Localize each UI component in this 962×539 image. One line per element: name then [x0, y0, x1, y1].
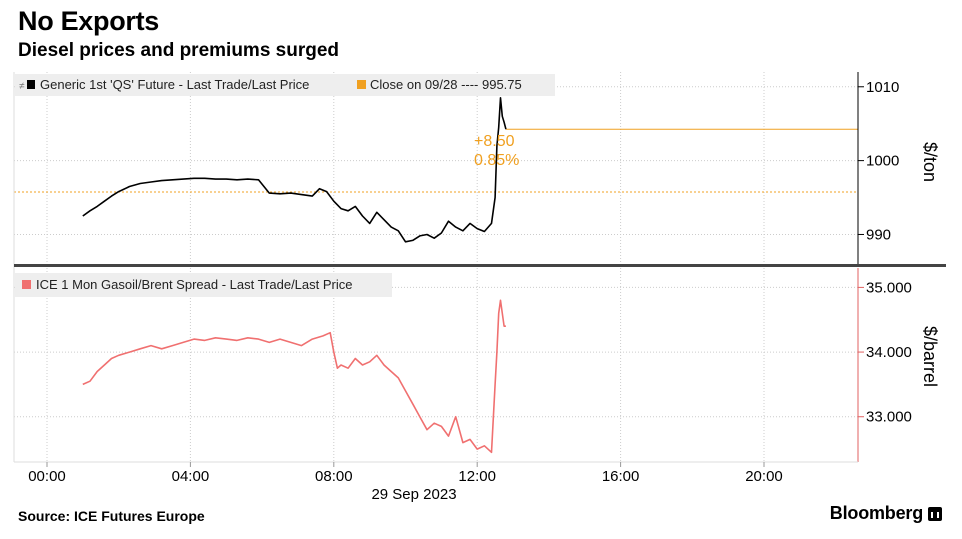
y-axis-title-top: $/ton [920, 142, 940, 182]
panel-divider [14, 264, 946, 267]
ytick-label-top-2: 1010 [866, 79, 899, 96]
y-axis-title-bottom: $/barrel [920, 326, 940, 387]
ytick-label-top-1: 1000 [866, 153, 899, 170]
legend-label-future: Generic 1st 'QS' Future - Last Trade/Las… [40, 77, 309, 92]
ytick-label-top-0: 990 [866, 226, 891, 243]
ytick-label-bottom-1: 34.000 [866, 344, 912, 361]
xtick-label-1: 04:00 [172, 468, 210, 485]
terminal-icon [928, 506, 942, 521]
xtick-label-4: 16:00 [602, 468, 640, 485]
x-axis-date-label: 29 Sep 2023 [371, 486, 456, 503]
reference-layer [14, 128, 858, 193]
change-value-label: +8.50 [474, 133, 515, 150]
change-percent-label: 0.85% [474, 152, 519, 169]
legend-label-close: Close on 09/28 ---- 995.75 [370, 77, 522, 92]
source-note: Source: ICE Futures Europe [18, 508, 205, 524]
series-layer [82, 97, 507, 454]
xtick-label-0: 00:00 [28, 468, 66, 485]
legend-swatch-spread [22, 280, 31, 289]
legend-marker-glyph: ≠ [19, 81, 25, 92]
legend-swatch-close [357, 80, 366, 89]
legend-box-bottom [15, 273, 392, 297]
ytick-label-bottom-0: 33.000 [866, 409, 912, 426]
legend-layer: ≠ Generic 1st 'QS' Future - Last Trade/La… [15, 74, 555, 297]
xtick-label-5: 20:00 [745, 468, 783, 485]
legend-label-spread: ICE 1 Mon Gasoil/Brent Spread - Last Tra… [36, 277, 352, 292]
legend-box-top [15, 74, 555, 96]
grid-layer [14, 72, 858, 462]
label-layer: +8.50 0.85% [474, 133, 519, 169]
chart-subtitle: Diesel prices and premiums surged [18, 40, 340, 61]
legend-swatch-future [27, 80, 35, 89]
gasoil-brent-spread-line [82, 299, 506, 454]
brand-logo: Bloomberg [830, 503, 942, 524]
axis-layer: 990 1000 1010 33.000 34.000 35.000 $/ton $/barr… [13, 72, 946, 503]
ytick-label-bottom-2: 35.000 [866, 279, 912, 296]
chart-title: No Exports [18, 6, 160, 36]
xtick-label-2: 08:00 [315, 468, 353, 485]
qs-future-line [82, 97, 507, 243]
xtick-label-3: 12:00 [458, 468, 496, 485]
brand-name: Bloomberg [829, 503, 923, 523]
